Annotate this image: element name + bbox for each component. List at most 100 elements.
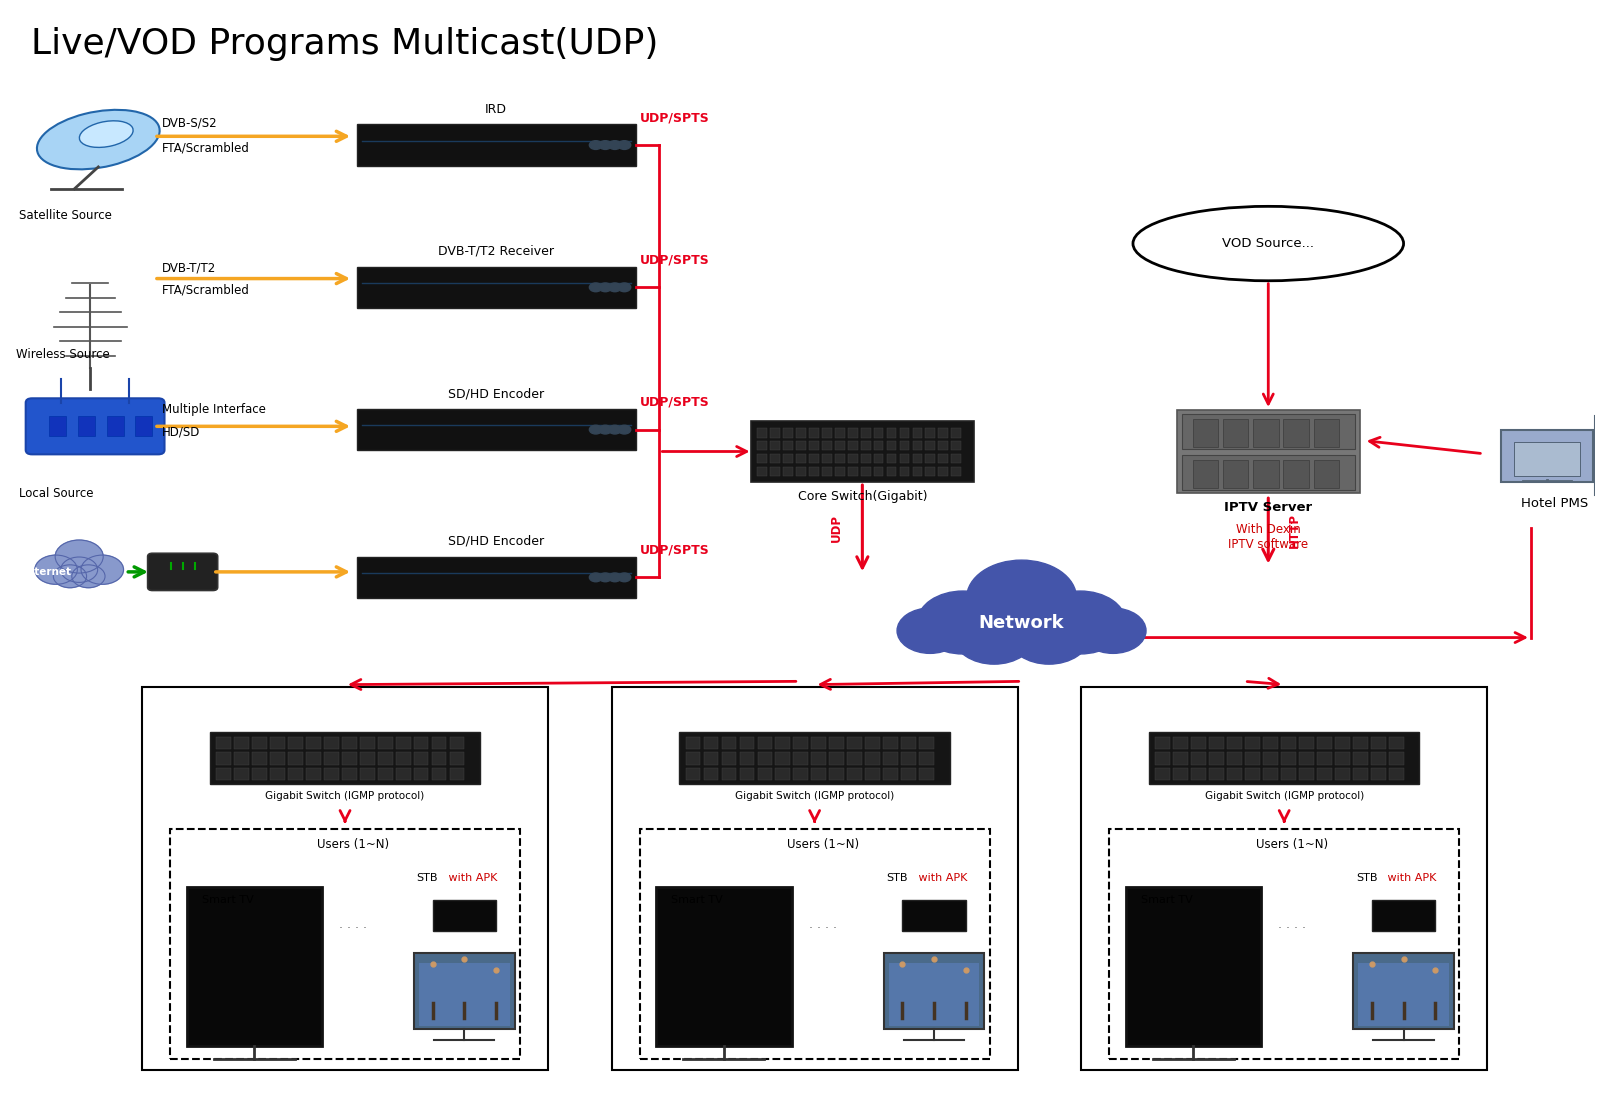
Circle shape bbox=[1080, 608, 1146, 653]
FancyBboxPatch shape bbox=[797, 428, 806, 438]
FancyBboxPatch shape bbox=[739, 752, 754, 764]
Circle shape bbox=[898, 608, 963, 653]
FancyBboxPatch shape bbox=[920, 752, 934, 764]
FancyBboxPatch shape bbox=[1317, 752, 1331, 764]
FancyBboxPatch shape bbox=[395, 737, 411, 749]
FancyBboxPatch shape bbox=[835, 428, 845, 438]
FancyBboxPatch shape bbox=[874, 428, 883, 438]
FancyBboxPatch shape bbox=[234, 752, 250, 764]
Text: with APK: with APK bbox=[445, 873, 498, 883]
FancyBboxPatch shape bbox=[419, 962, 509, 1025]
FancyBboxPatch shape bbox=[414, 752, 429, 764]
FancyBboxPatch shape bbox=[1354, 768, 1368, 780]
Text: Users (1~N): Users (1~N) bbox=[317, 838, 389, 850]
Circle shape bbox=[976, 591, 1067, 654]
FancyBboxPatch shape bbox=[640, 829, 990, 1059]
FancyBboxPatch shape bbox=[450, 768, 464, 780]
FancyBboxPatch shape bbox=[757, 768, 773, 780]
Circle shape bbox=[608, 426, 621, 434]
FancyBboxPatch shape bbox=[770, 466, 779, 476]
Text: Gigabit Switch (IGMP protocol): Gigabit Switch (IGMP protocol) bbox=[734, 791, 894, 801]
FancyBboxPatch shape bbox=[925, 453, 934, 463]
Text: Smart TV: Smart TV bbox=[202, 894, 253, 904]
Text: Users (1~N): Users (1~N) bbox=[787, 838, 859, 850]
FancyBboxPatch shape bbox=[1181, 414, 1355, 449]
FancyBboxPatch shape bbox=[210, 732, 480, 784]
FancyBboxPatch shape bbox=[810, 466, 819, 476]
FancyBboxPatch shape bbox=[1227, 737, 1242, 749]
FancyBboxPatch shape bbox=[848, 428, 858, 438]
FancyBboxPatch shape bbox=[1192, 419, 1218, 447]
FancyBboxPatch shape bbox=[810, 453, 819, 463]
FancyBboxPatch shape bbox=[794, 752, 808, 764]
FancyBboxPatch shape bbox=[1389, 768, 1403, 780]
Text: FTA/Scrambled: FTA/Scrambled bbox=[162, 283, 250, 296]
FancyBboxPatch shape bbox=[750, 421, 974, 482]
FancyBboxPatch shape bbox=[378, 752, 392, 764]
FancyBboxPatch shape bbox=[686, 752, 701, 764]
Text: SD/HD Encoder: SD/HD Encoder bbox=[448, 387, 544, 400]
Circle shape bbox=[53, 564, 86, 587]
FancyBboxPatch shape bbox=[822, 466, 832, 476]
FancyBboxPatch shape bbox=[899, 441, 909, 450]
FancyBboxPatch shape bbox=[782, 428, 794, 438]
FancyBboxPatch shape bbox=[1181, 454, 1355, 491]
FancyBboxPatch shape bbox=[357, 266, 635, 308]
FancyBboxPatch shape bbox=[1299, 752, 1314, 764]
Text: Multiple Interface: Multiple Interface bbox=[162, 404, 266, 417]
FancyBboxPatch shape bbox=[890, 962, 979, 1025]
FancyBboxPatch shape bbox=[1282, 752, 1296, 764]
FancyBboxPatch shape bbox=[270, 752, 285, 764]
FancyBboxPatch shape bbox=[1282, 768, 1296, 780]
FancyBboxPatch shape bbox=[357, 557, 635, 598]
FancyBboxPatch shape bbox=[883, 768, 898, 780]
Text: STB: STB bbox=[886, 873, 907, 883]
FancyBboxPatch shape bbox=[323, 737, 339, 749]
Text: DVB-T/T2: DVB-T/T2 bbox=[162, 261, 216, 274]
FancyBboxPatch shape bbox=[26, 398, 165, 454]
FancyBboxPatch shape bbox=[1334, 752, 1350, 764]
FancyBboxPatch shape bbox=[170, 829, 520, 1059]
FancyBboxPatch shape bbox=[342, 768, 357, 780]
FancyBboxPatch shape bbox=[822, 453, 832, 463]
FancyBboxPatch shape bbox=[776, 768, 790, 780]
FancyBboxPatch shape bbox=[1389, 737, 1403, 749]
FancyBboxPatch shape bbox=[1253, 419, 1278, 447]
FancyBboxPatch shape bbox=[357, 124, 635, 166]
FancyBboxPatch shape bbox=[861, 428, 870, 438]
FancyBboxPatch shape bbox=[938, 453, 949, 463]
FancyBboxPatch shape bbox=[757, 453, 766, 463]
Circle shape bbox=[82, 556, 123, 584]
Text: with APK: with APK bbox=[915, 873, 968, 883]
FancyBboxPatch shape bbox=[822, 428, 832, 438]
Circle shape bbox=[589, 141, 602, 150]
FancyBboxPatch shape bbox=[901, 768, 917, 780]
Text: UDP/SPTS: UDP/SPTS bbox=[640, 396, 709, 409]
FancyBboxPatch shape bbox=[450, 737, 464, 749]
FancyBboxPatch shape bbox=[1354, 752, 1368, 764]
FancyBboxPatch shape bbox=[1283, 460, 1309, 488]
FancyBboxPatch shape bbox=[874, 453, 883, 463]
FancyBboxPatch shape bbox=[142, 686, 547, 1070]
FancyBboxPatch shape bbox=[797, 441, 806, 450]
Circle shape bbox=[54, 540, 102, 573]
Text: FTA/Scrambled: FTA/Scrambled bbox=[162, 142, 250, 155]
Circle shape bbox=[598, 283, 611, 292]
FancyBboxPatch shape bbox=[920, 737, 934, 749]
FancyBboxPatch shape bbox=[1371, 752, 1386, 764]
Text: · · · ·: · · · · bbox=[1278, 922, 1306, 935]
Circle shape bbox=[954, 608, 1034, 664]
FancyBboxPatch shape bbox=[360, 768, 374, 780]
FancyBboxPatch shape bbox=[938, 441, 949, 450]
FancyBboxPatch shape bbox=[1190, 737, 1206, 749]
FancyBboxPatch shape bbox=[1314, 419, 1339, 447]
FancyBboxPatch shape bbox=[722, 768, 736, 780]
Circle shape bbox=[618, 141, 630, 150]
FancyBboxPatch shape bbox=[323, 752, 339, 764]
FancyBboxPatch shape bbox=[848, 737, 862, 749]
Text: VOD Source...: VOD Source... bbox=[1222, 238, 1314, 250]
FancyBboxPatch shape bbox=[835, 466, 845, 476]
Text: IRD: IRD bbox=[485, 102, 507, 116]
FancyBboxPatch shape bbox=[874, 441, 883, 450]
Text: STB: STB bbox=[1355, 873, 1378, 883]
